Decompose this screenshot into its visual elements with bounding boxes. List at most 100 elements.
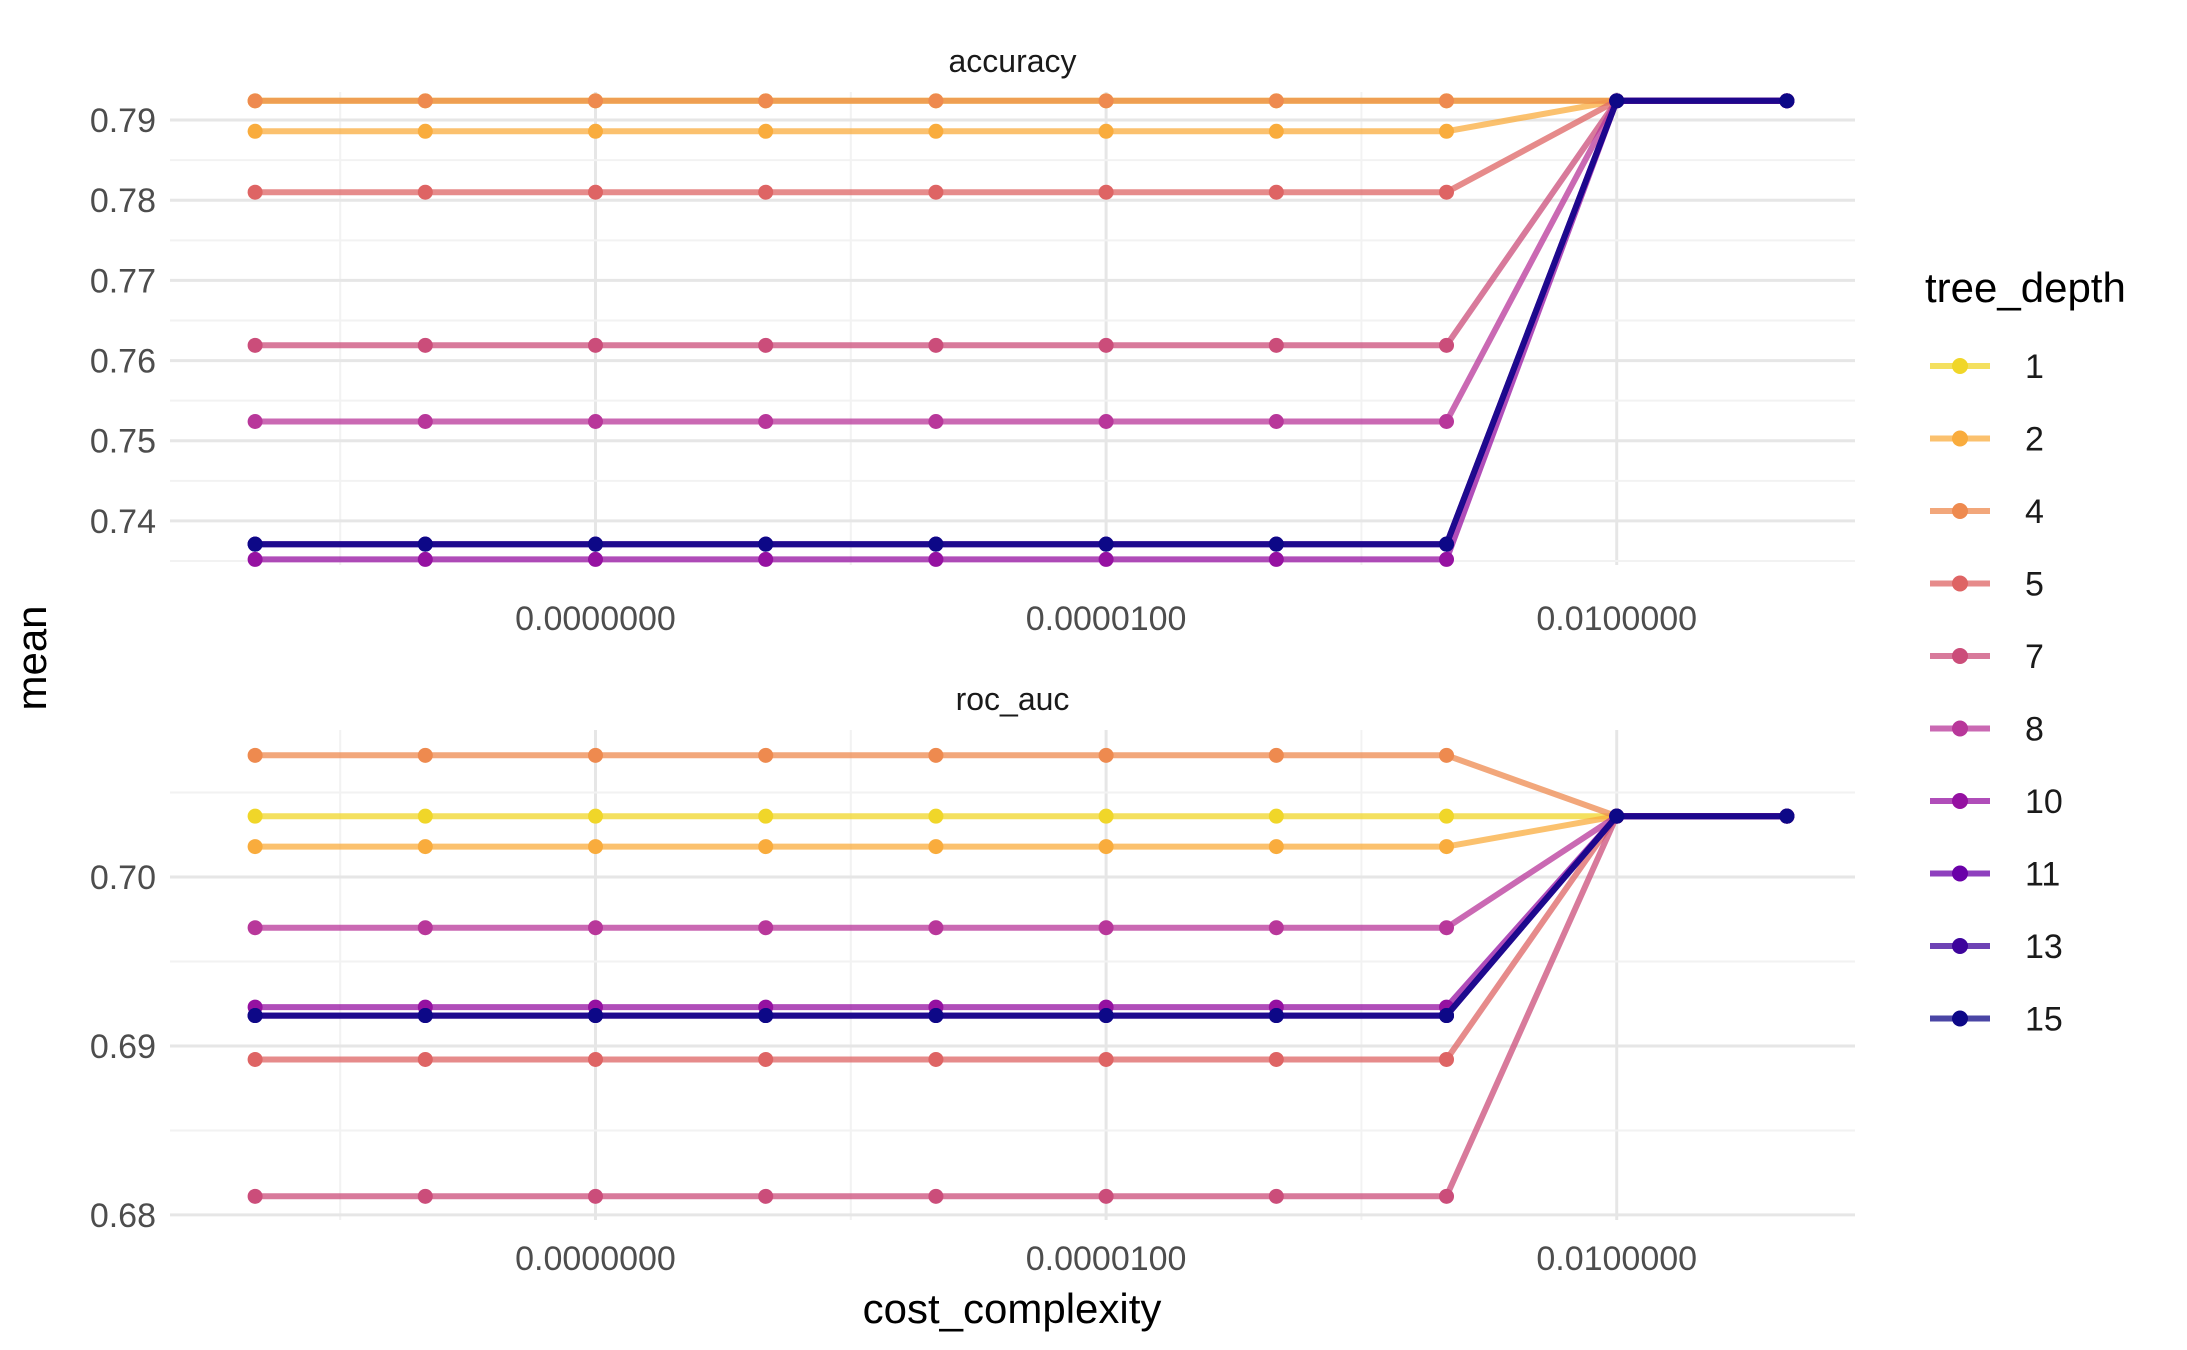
y-axis-title: mean <box>8 605 55 710</box>
data-point <box>758 337 774 353</box>
series-tree-depth-13 <box>247 93 1795 552</box>
y-tick-label: 0.69 <box>90 1028 156 1066</box>
data-point <box>928 123 944 139</box>
data-point <box>588 1188 604 1204</box>
data-point <box>928 413 944 429</box>
data-point <box>928 920 944 936</box>
y-tick-label: 0.77 <box>90 262 156 300</box>
y-tick-label: 0.78 <box>90 182 156 220</box>
y-tick-label: 0.74 <box>90 503 156 541</box>
data-point <box>417 1051 433 1067</box>
data-point <box>758 747 774 763</box>
grid-roc-auc <box>170 730 1855 1220</box>
legend-item-15: 15 <box>1930 1001 2063 1039</box>
data-point <box>588 839 604 855</box>
data-point <box>1439 808 1455 824</box>
data-point <box>1439 1188 1455 1204</box>
data-point <box>247 413 263 429</box>
legend-key-point <box>1952 720 1968 737</box>
data-point <box>1439 413 1455 429</box>
legend-label: 11 <box>2025 856 2060 894</box>
data-point <box>758 1008 774 1024</box>
data-point <box>588 1008 604 1024</box>
legend-key-point <box>1952 793 1968 809</box>
x-axis-title: cost_complexity <box>863 1285 1162 1332</box>
data-point <box>1098 1051 1114 1067</box>
data-point <box>588 551 604 567</box>
data-point <box>1268 184 1284 200</box>
series-line <box>255 97 1787 135</box>
data-point <box>588 337 604 353</box>
data-point <box>1268 551 1284 567</box>
series-tree-depth-10 <box>247 808 1795 1015</box>
series-line <box>255 813 1787 931</box>
series-line <box>255 813 1787 1019</box>
data-point <box>758 93 774 109</box>
y-ticks-roc-auc: 0.68 0.69 0.70 <box>90 859 156 1235</box>
x-tick-label: 0.0000000 <box>515 1240 676 1278</box>
data-point <box>588 747 604 763</box>
data-point <box>758 808 774 824</box>
data-point <box>1098 337 1114 353</box>
legend-item-1: 1 <box>1930 348 2044 386</box>
series-line <box>255 97 1787 196</box>
data-point <box>1779 93 1795 109</box>
x-ticks-accuracy: 0.0000000 0.0000100 0.0100000 <box>515 600 1697 638</box>
legend-item-2: 2 <box>1930 421 2044 459</box>
data-point <box>247 808 263 824</box>
data-point <box>928 747 944 763</box>
data-point <box>1439 747 1455 763</box>
y-tick-label: 0.75 <box>90 423 156 461</box>
data-point <box>758 536 774 552</box>
grid-accuracy <box>170 92 1855 565</box>
data-point <box>1098 808 1114 824</box>
data-point <box>1268 413 1284 429</box>
legend-label: 8 <box>2025 711 2044 749</box>
x-tick-label: 0.0100000 <box>1536 600 1697 638</box>
data-point <box>247 1188 263 1204</box>
legend-title: tree_depth <box>1925 264 2126 311</box>
series-accuracy <box>247 93 1795 567</box>
data-point <box>758 839 774 855</box>
data-point <box>247 1008 263 1024</box>
series-line <box>255 97 1787 548</box>
data-point <box>588 123 604 139</box>
legend-item-7: 7 <box>1930 638 2044 676</box>
data-point <box>588 413 604 429</box>
data-point <box>247 839 263 855</box>
data-point <box>417 337 433 353</box>
data-point <box>1098 93 1114 109</box>
data-point <box>417 551 433 567</box>
data-point <box>1268 1051 1284 1067</box>
legend-key-point <box>1952 503 1968 519</box>
data-point <box>928 1051 944 1067</box>
series-line <box>255 97 1787 548</box>
data-point <box>247 93 263 109</box>
y-tick-label: 0.79 <box>90 102 156 140</box>
panel-accuracy: accuracy 0.74 0.75 0.76 0.77 0.78 0.79 0.0000… <box>90 43 1855 638</box>
legend-item-5: 5 <box>1930 566 2044 604</box>
data-point <box>588 184 604 200</box>
data-point <box>928 551 944 567</box>
data-point <box>247 184 263 200</box>
data-point <box>1098 123 1114 139</box>
data-point <box>1439 93 1455 109</box>
data-point <box>1268 839 1284 855</box>
y-tick-label: 0.70 <box>90 859 156 897</box>
data-point <box>1098 184 1114 200</box>
data-point <box>928 337 944 353</box>
data-point <box>758 123 774 139</box>
data-point <box>758 1188 774 1204</box>
series-line <box>255 813 1787 1063</box>
data-point <box>758 413 774 429</box>
series-line <box>255 97 1787 563</box>
legend-key-point <box>1952 575 1968 592</box>
data-point <box>1098 747 1114 763</box>
series-line <box>255 97 1787 548</box>
data-point <box>417 536 433 552</box>
series-line <box>255 752 1787 820</box>
data-point <box>1098 536 1114 552</box>
data-point <box>1098 1008 1114 1024</box>
x-tick-label: 0.0000100 <box>1026 1240 1187 1278</box>
